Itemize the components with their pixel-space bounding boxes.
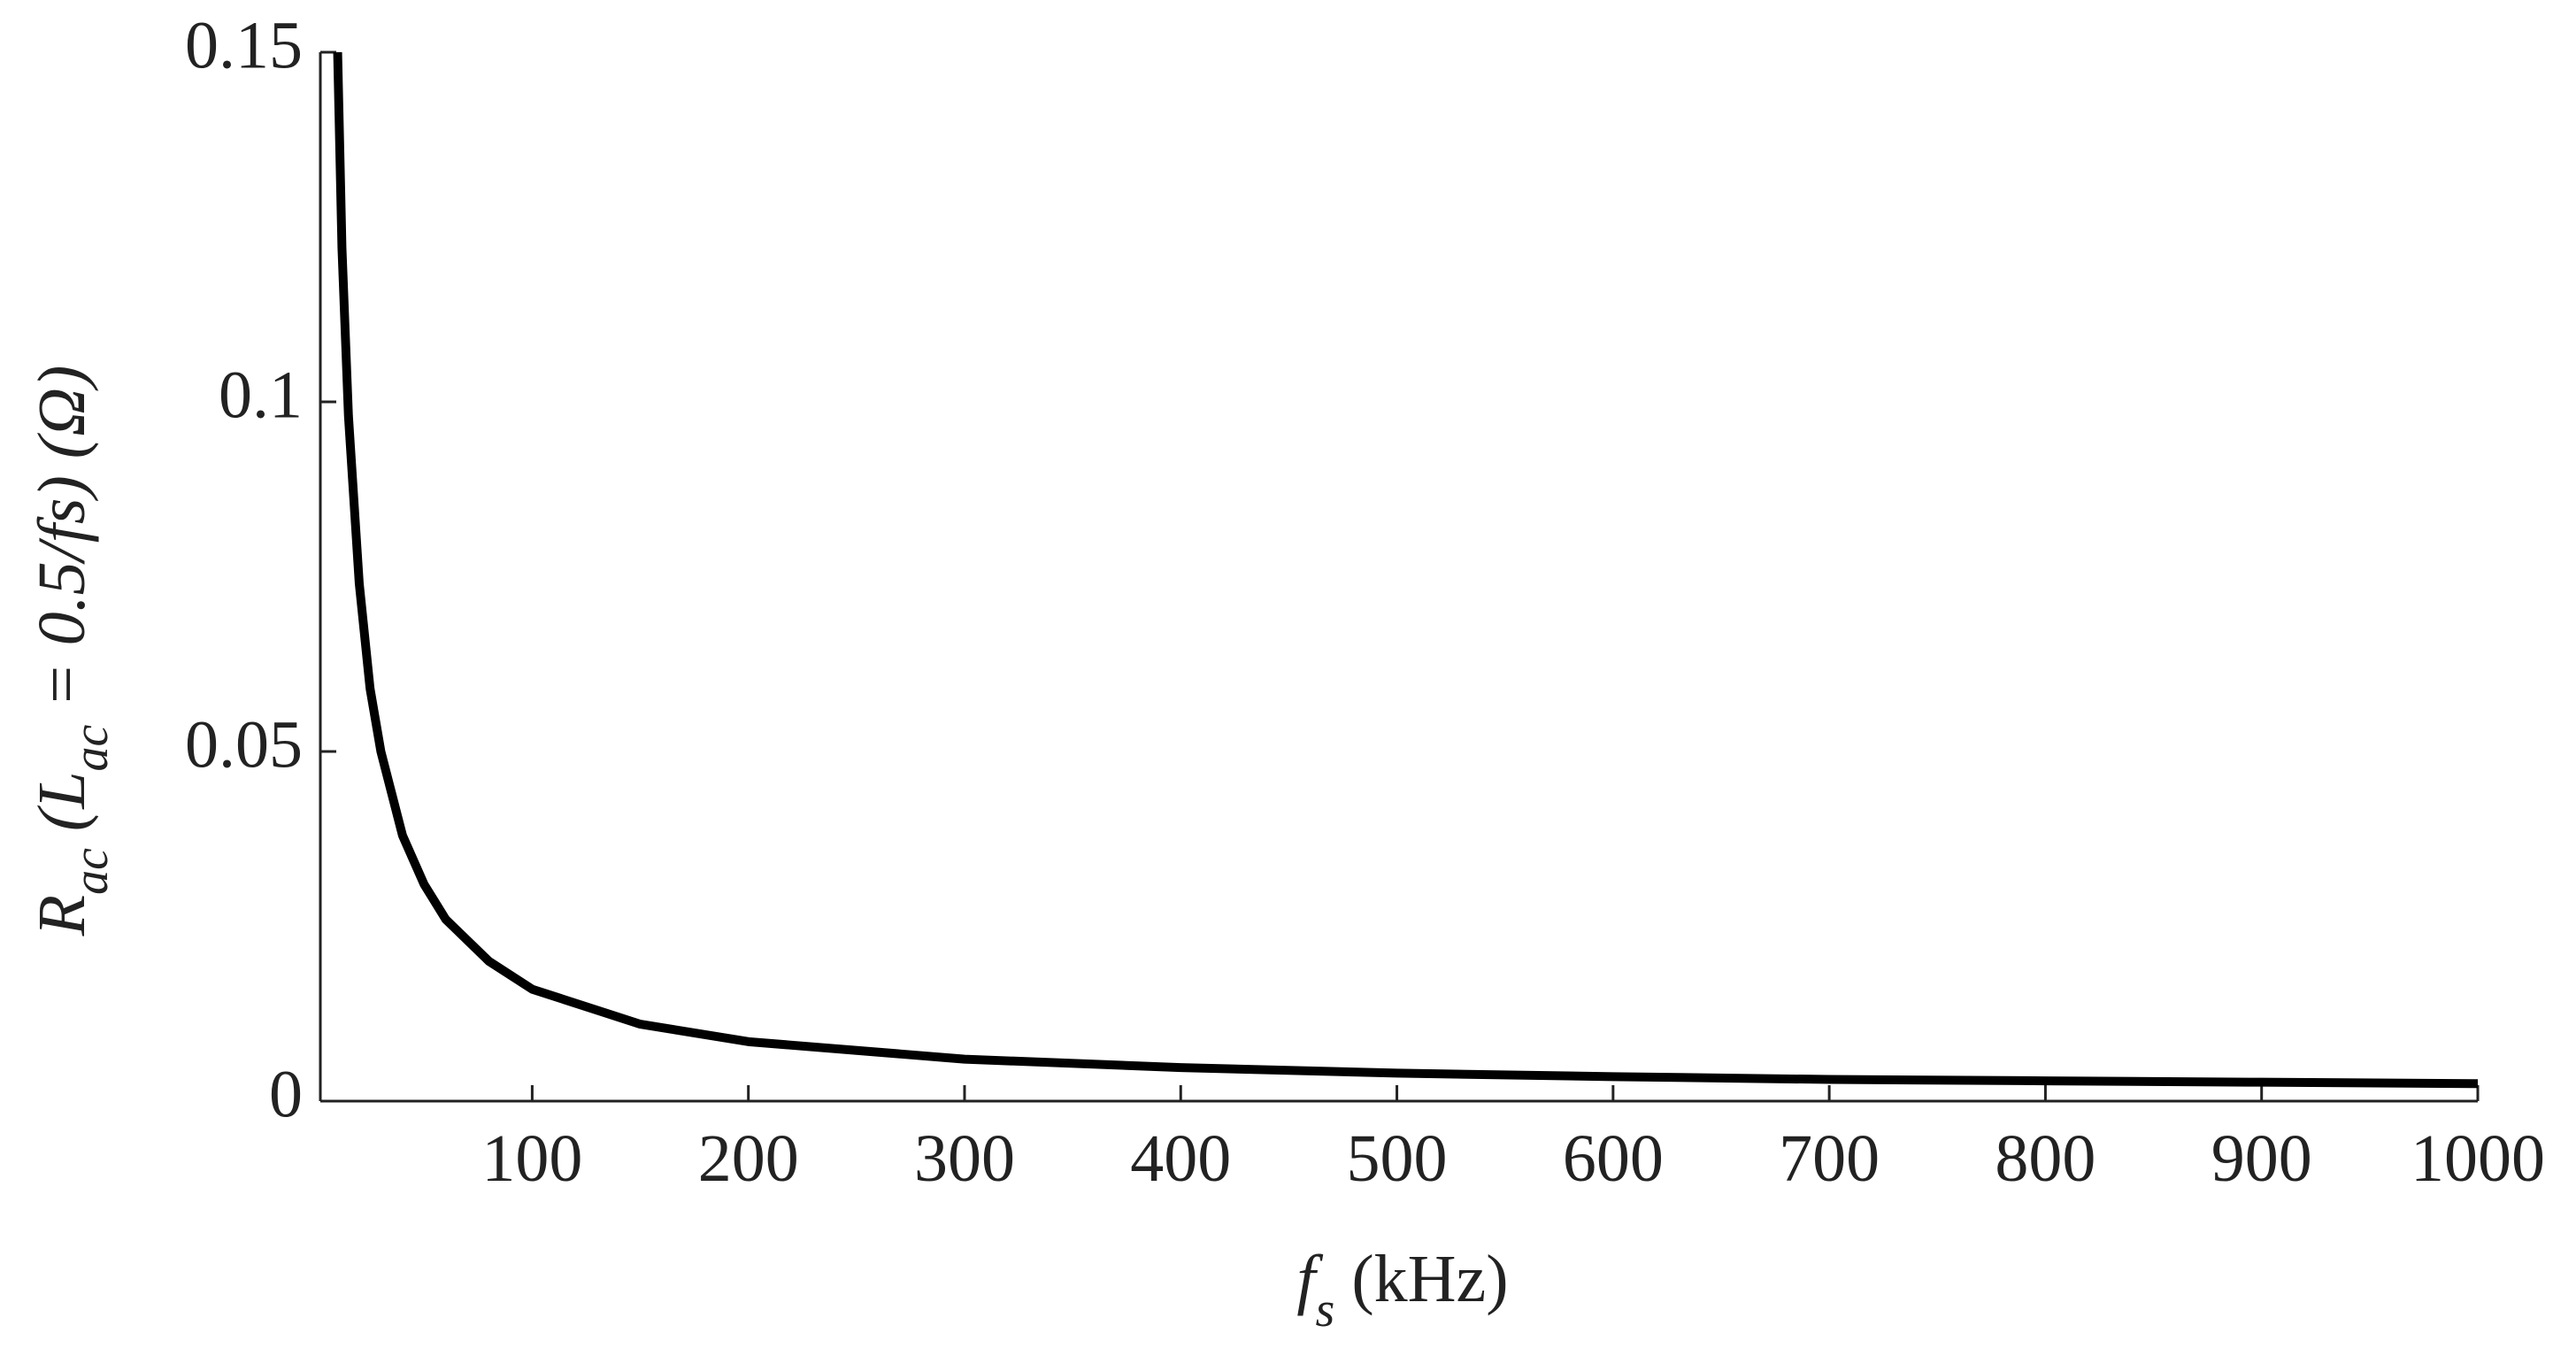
x-tick-label: 1000	[2411, 1121, 2545, 1196]
x-axis-label: fs (kHz)	[1296, 1242, 1508, 1337]
y-label-part: ac	[64, 724, 119, 771]
y-tick-label: 0.05	[185, 707, 303, 782]
x-label-part: s	[1316, 1283, 1335, 1337]
y-tick-label: 0.15	[185, 8, 303, 82]
y-tick-label: 0	[269, 1057, 303, 1131]
y-label-part: R	[25, 895, 99, 936]
x-tick-label: 300	[914, 1121, 1015, 1196]
y-label-part: (L	[25, 771, 99, 848]
x-tick-label: 600	[1563, 1121, 1664, 1196]
y-label-part: ac	[64, 848, 119, 895]
y-tick-label: 0.1	[219, 358, 303, 432]
x-tick-label: 400	[1130, 1121, 1231, 1196]
x-tick-label: 700	[1779, 1121, 1880, 1196]
x-tick-label: 500	[1347, 1121, 1448, 1196]
x-label-part: (kHz)	[1334, 1242, 1508, 1316]
x-tick-label: 200	[698, 1121, 799, 1196]
x-tick-label: 800	[1995, 1121, 2095, 1196]
data-line	[333, 51, 2479, 1089]
x-tick-label: 100	[481, 1121, 582, 1196]
y-label-part: = 0.5/fs) (Ω)	[25, 366, 99, 725]
y-axis-label: Rac (Lac = 0.5/fs) (Ω)	[25, 366, 119, 937]
x-tick-label: 900	[2211, 1121, 2312, 1196]
